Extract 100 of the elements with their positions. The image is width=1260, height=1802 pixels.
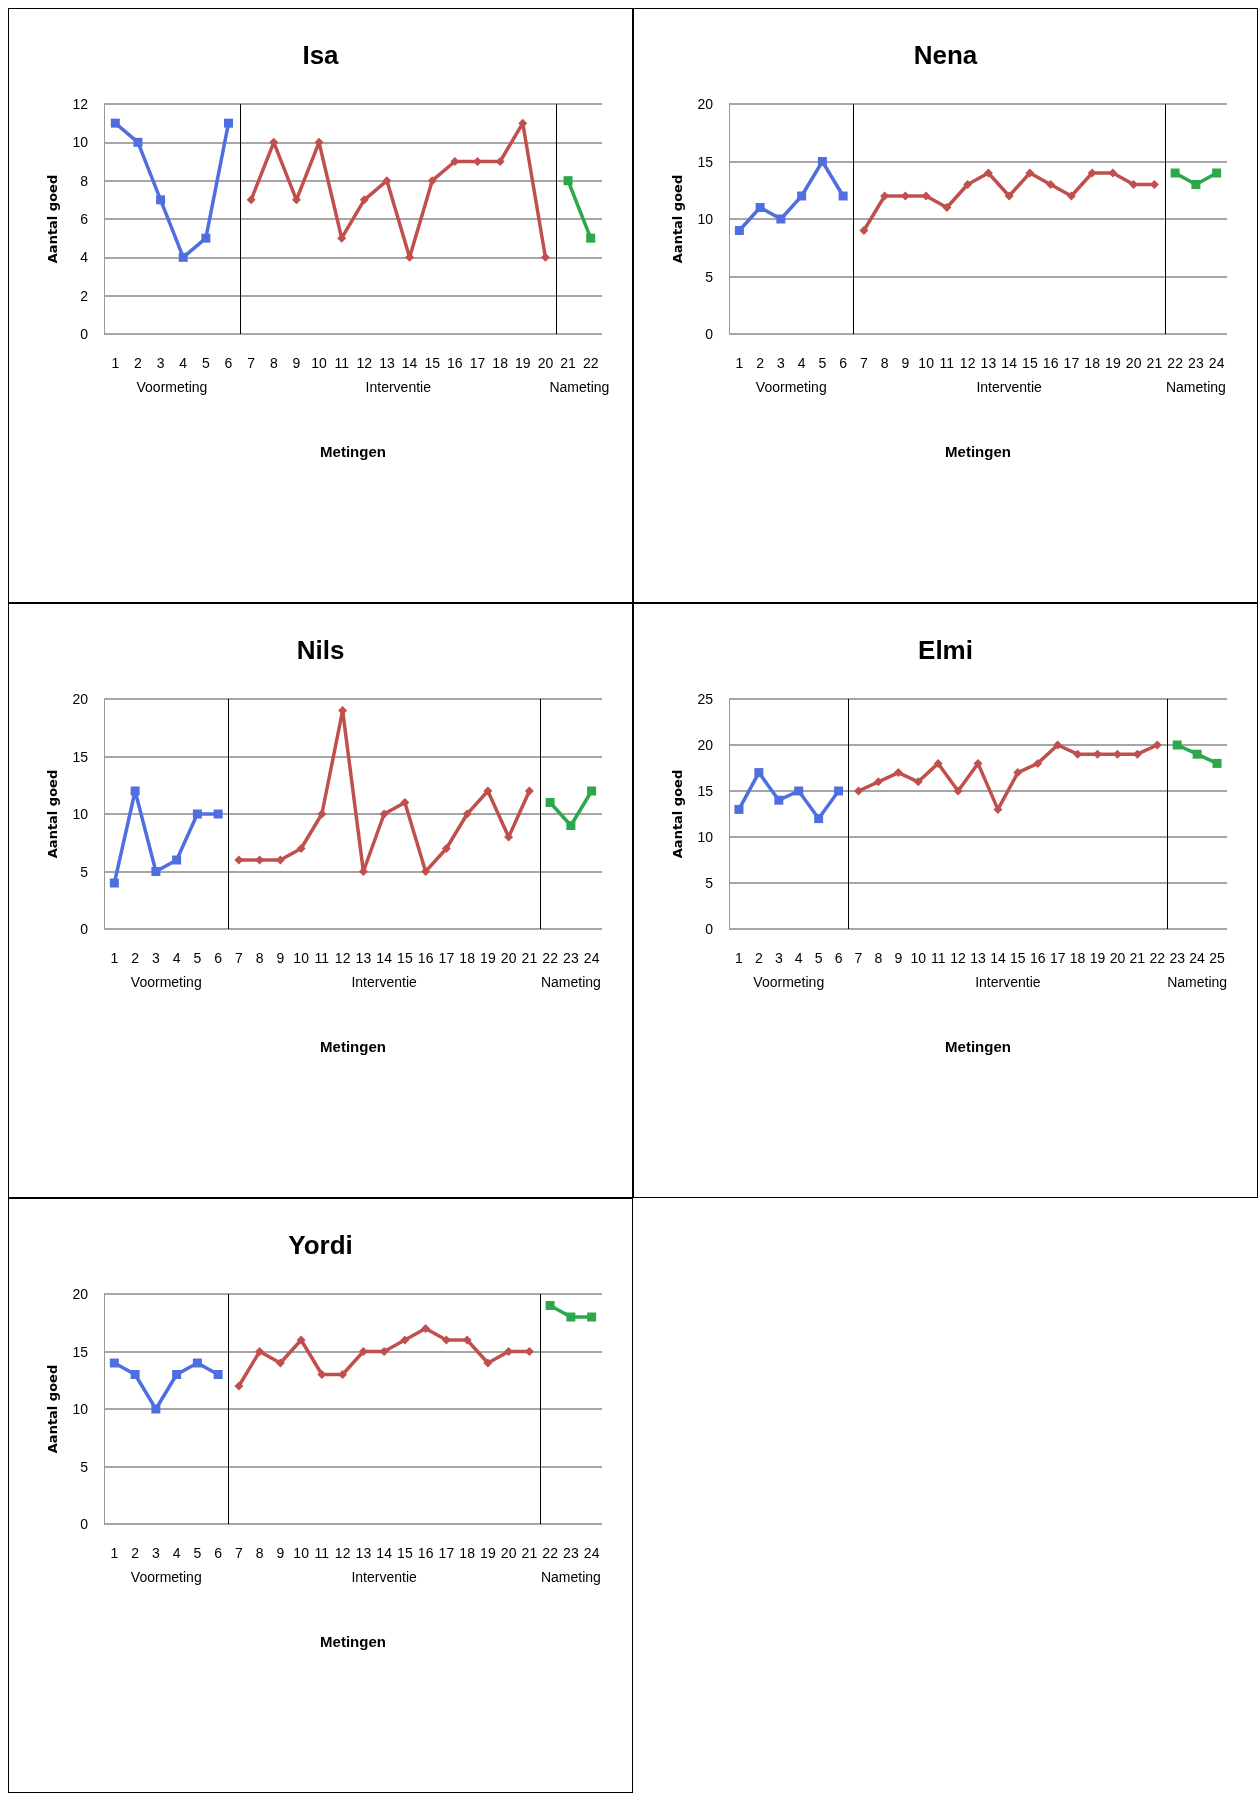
- text: Interventie: [976, 379, 1043, 395]
- x-tick-label: 10: [293, 950, 310, 966]
- point: [110, 118, 120, 128]
- x-tick-label: 17: [1049, 950, 1066, 966]
- text: Voormeting: [130, 974, 202, 990]
- point: [296, 844, 306, 853]
- point: [524, 786, 534, 796]
- x-tick-label: 3: [151, 1545, 160, 1561]
- x-tick-label: 12: [334, 1545, 351, 1561]
- x-tick-label: 21: [1146, 355, 1163, 371]
- text: Voormeting: [136, 379, 208, 395]
- point: [133, 137, 143, 147]
- x-tick-label: 6: [214, 1545, 223, 1561]
- point: [462, 809, 472, 819]
- point: [1087, 168, 1097, 178]
- point: [201, 233, 211, 243]
- x-tick-label: 3: [156, 355, 165, 371]
- x-tick-label: 14: [1001, 355, 1018, 371]
- y-tick-label: 4: [80, 249, 89, 266]
- point: [1046, 180, 1056, 189]
- text: Nameting: [540, 1569, 601, 1585]
- y-axis-title: Aantal goed: [45, 1364, 60, 1454]
- point: [566, 821, 576, 830]
- point: [213, 809, 223, 819]
- x-tick-label: 19: [1105, 355, 1121, 371]
- point: [1033, 758, 1043, 768]
- x-tick-label: 18: [459, 1545, 476, 1561]
- x-tick-label: 10: [293, 1545, 310, 1561]
- y-tick-label: 0: [80, 1516, 89, 1532]
- point: [275, 1358, 285, 1368]
- point: [545, 798, 555, 807]
- x-tick-label: 25: [1209, 950, 1226, 966]
- x-tick-label: 24: [583, 950, 600, 966]
- text: Interventie: [351, 1569, 418, 1585]
- x-tick-label: 19: [1089, 950, 1106, 966]
- point: [213, 1370, 223, 1379]
- point: [400, 798, 410, 807]
- y-tick-label: 20: [72, 691, 89, 707]
- x-tick-label: 14: [376, 950, 393, 966]
- x-tick-label: 14: [376, 1545, 393, 1561]
- point: [151, 1404, 161, 1414]
- point: [873, 777, 883, 787]
- point: [441, 844, 451, 853]
- y-axis-title: Aantal goed: [670, 174, 685, 264]
- text: Voormeting: [130, 1569, 202, 1585]
- point: [178, 252, 188, 262]
- point: [234, 1381, 244, 1391]
- point: [400, 1335, 410, 1345]
- y-tick-label: 10: [72, 134, 89, 151]
- x-tick-label: 8: [255, 950, 264, 966]
- x-tick-label: 21: [1129, 950, 1146, 966]
- x-tick-label: 4: [797, 355, 806, 371]
- point: [379, 809, 389, 819]
- y-tick-label: 5: [705, 268, 714, 285]
- point: [853, 786, 863, 796]
- x-tick-label: 21: [521, 1545, 538, 1561]
- x-tick-label: 21: [521, 950, 538, 966]
- x-tick-label: 2: [134, 355, 143, 371]
- point: [1152, 740, 1162, 750]
- chart-title: Elmi: [918, 635, 973, 665]
- x-tick-label: 5: [814, 950, 823, 966]
- x-tick-label: 5: [193, 950, 202, 966]
- x-tick-label: 1: [735, 950, 744, 966]
- point: [563, 176, 573, 186]
- y-tick-label: 15: [697, 783, 714, 799]
- point: [421, 867, 431, 876]
- x-tick-label: 17: [438, 950, 455, 966]
- x-tick-label: 15: [1010, 950, 1026, 966]
- point: [192, 1358, 202, 1368]
- x-tick-label: 7: [854, 950, 863, 966]
- x-axis-title: Metingen: [945, 1038, 1011, 1055]
- point: [255, 1347, 265, 1356]
- x-tick-label: 3: [151, 950, 160, 966]
- x-tick-label: 9: [276, 950, 285, 966]
- point: [973, 758, 983, 768]
- x-tick-label: 20: [500, 1545, 517, 1561]
- x-tick-label: 2: [756, 355, 765, 371]
- y-tick-label: 10: [72, 1401, 89, 1417]
- text: Nameting: [540, 974, 601, 990]
- x-tick-label: 11: [939, 355, 955, 371]
- point: [859, 226, 869, 235]
- y-axis-title: Aantal goed: [45, 769, 60, 859]
- x-tick-label: 7: [247, 355, 256, 371]
- x-tick-label: 22: [1149, 950, 1166, 966]
- x-tick-label: 16: [447, 355, 463, 371]
- point: [504, 832, 514, 842]
- x-tick-label: 16: [417, 950, 434, 966]
- x-tick-label: 9: [292, 355, 301, 371]
- y-tick-label: 5: [705, 875, 714, 891]
- point: [963, 180, 973, 189]
- x-tick-label: 20: [1125, 355, 1142, 371]
- x-tick-label: 13: [980, 355, 997, 371]
- point: [1004, 191, 1014, 201]
- x-tick-label: 14: [990, 950, 1006, 966]
- point: [1192, 749, 1202, 759]
- point: [794, 786, 804, 796]
- y-tick-label: 15: [72, 748, 89, 765]
- point: [893, 768, 903, 778]
- y-tick-label: 0: [705, 921, 714, 937]
- point: [246, 195, 256, 205]
